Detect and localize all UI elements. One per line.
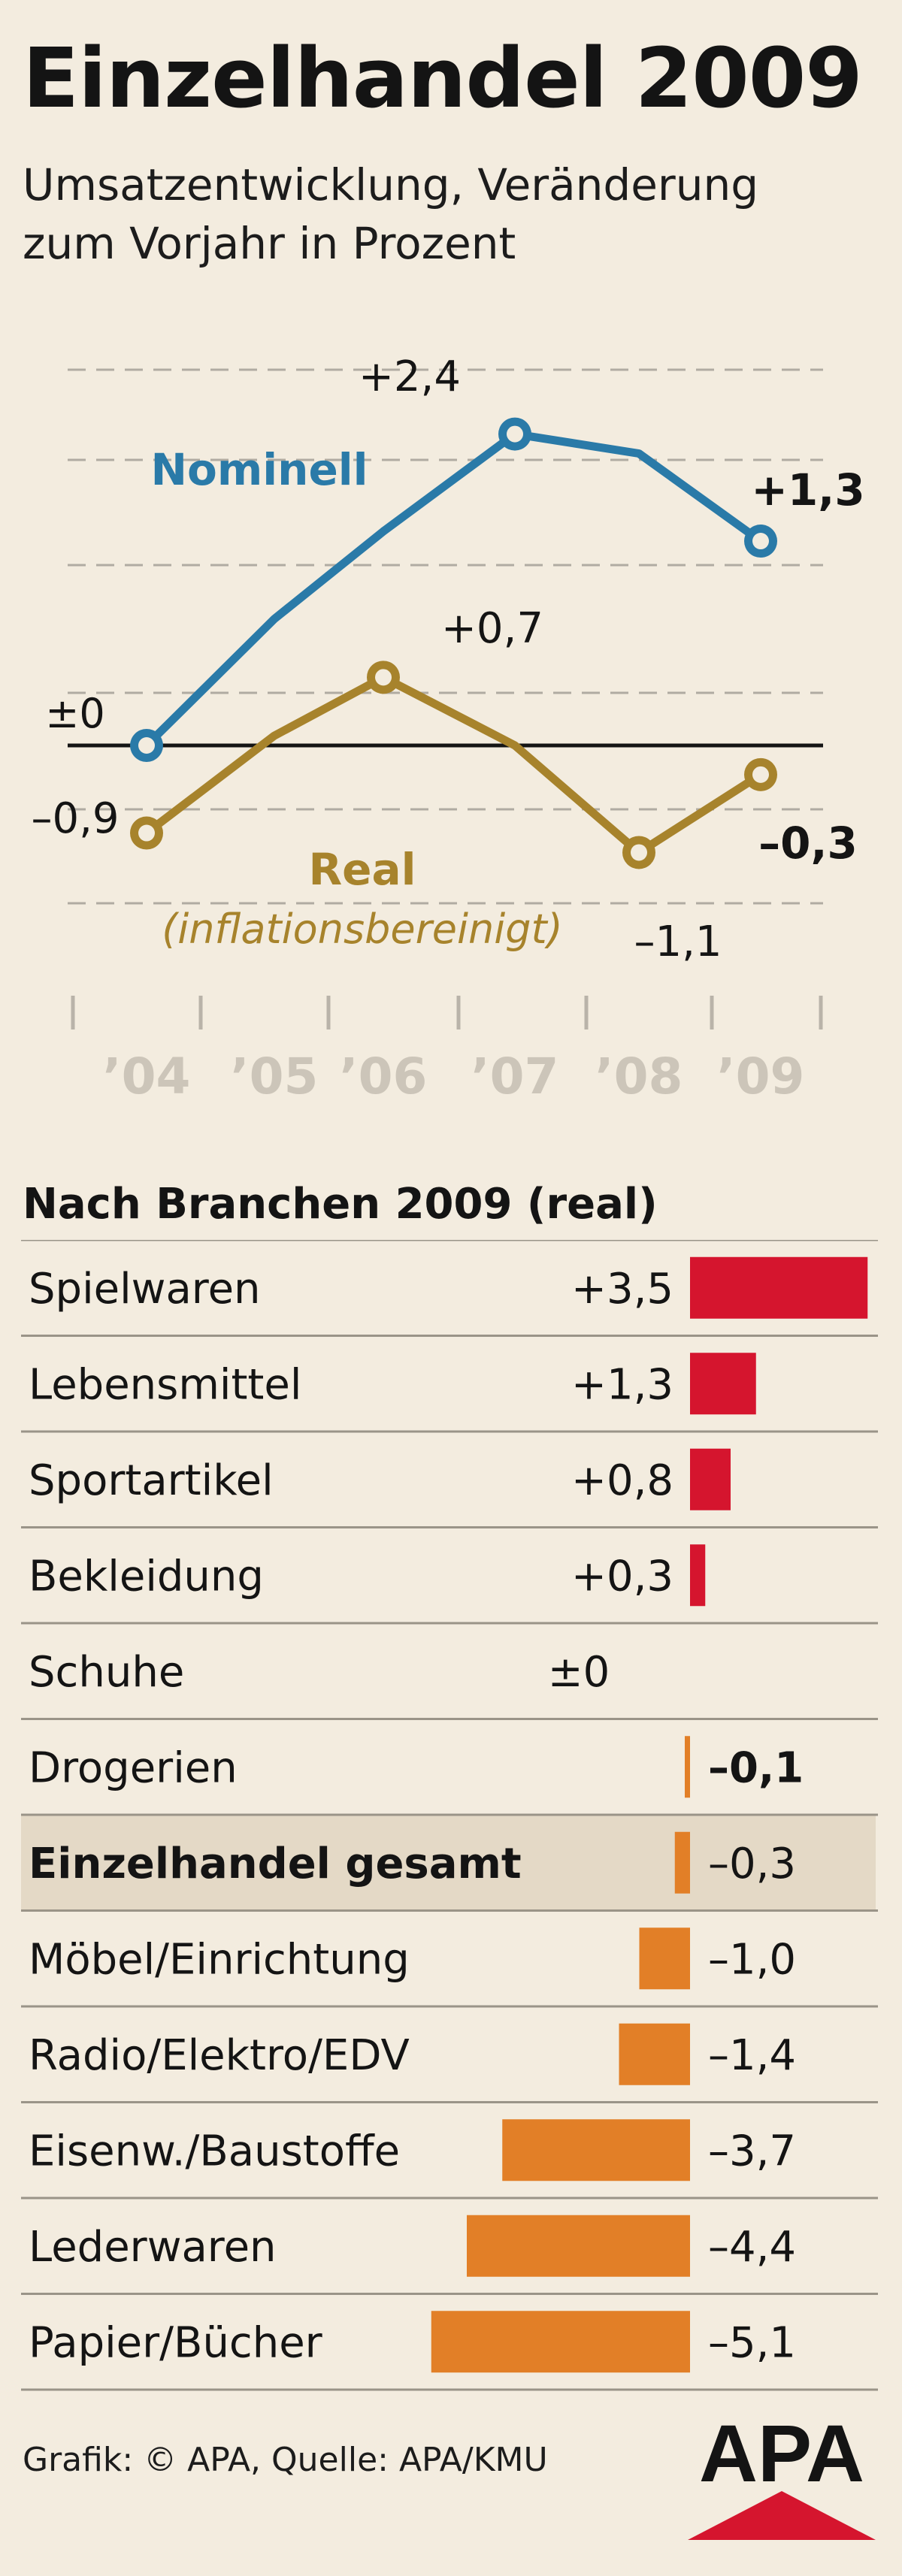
x-axis-label: ’05 (231, 1048, 319, 1105)
category-label: Spielwaren (29, 1265, 261, 1314)
value-label: +1,3 (571, 1360, 673, 1409)
nominal-series-point-inner (752, 533, 769, 550)
subtitle-line-1: Umsatzentwicklung, Veränderung (23, 159, 759, 210)
bar (467, 2215, 690, 2277)
category-label: Drogerien (29, 1743, 238, 1792)
x-axis-label: ’06 (340, 1048, 428, 1105)
bar (690, 1544, 706, 1607)
apa-logo: APA (688, 2412, 876, 2540)
data-label: –0,9 (31, 794, 119, 843)
apa-logo-text: APA (699, 2412, 864, 2499)
category-label: Schuhe (29, 1648, 184, 1697)
value-label: –0,3 (708, 1840, 796, 1888)
nominal-series-point-inner (138, 737, 155, 754)
value-label: ±0 (548, 1648, 610, 1697)
category-label: Papier/Bücher (29, 2318, 323, 2367)
category-label: Radio/Elektro/EDV (29, 2031, 410, 2080)
bar (690, 1353, 756, 1415)
highlight-row-bg (21, 1815, 876, 1911)
branch-chart-title: Nach Branchen 2009 (real) (23, 1180, 658, 1229)
category-label: Eisenw./Baustoffe (29, 2127, 400, 2175)
bar (639, 1927, 690, 1990)
real-legend-sublabel: (inflationsbereinigt) (162, 906, 563, 953)
subtitle-line-2: zum Vorjahr in Prozent (23, 218, 516, 269)
data-label: –1,1 (634, 918, 722, 966)
bar (619, 2023, 690, 2085)
value-label: –5,1 (708, 2318, 796, 2367)
bar (502, 2119, 690, 2181)
branch-bar-chart: Spielwaren +3,5 Lebensmittel +1,3 Sportartik… (21, 1240, 878, 2391)
data-label: +1,3 (751, 464, 864, 516)
x-axis-label: ’07 (471, 1048, 559, 1105)
real-series-point-inner (631, 844, 647, 861)
real-series-point-inner (752, 766, 769, 783)
page-title: Einzelhandel 2009 (23, 30, 863, 126)
line-chart: ±0 ’04 ’05 ’06 ’07 ’08 ’09 Nominell Real (inflati… (31, 352, 864, 1105)
value-label: –1,0 (708, 1935, 796, 1984)
real-series-line (142, 673, 765, 857)
x-axis-label: ’08 (595, 1048, 683, 1105)
bar (690, 1448, 731, 1510)
bar (690, 1256, 868, 1319)
bar (674, 1831, 690, 1894)
value-label: +3,5 (571, 1265, 673, 1314)
category-label: Bekleidung (29, 1552, 264, 1601)
category-label: Lebensmittel (29, 1360, 301, 1409)
value-label: –1,4 (708, 2031, 796, 2080)
bar (431, 2311, 690, 2373)
value-label: –0,1 (708, 1743, 804, 1792)
bar (685, 1736, 690, 1798)
real-series-point-inner (375, 669, 392, 686)
nominal-series-point-inner (507, 425, 523, 443)
real-series-point-inner (138, 824, 155, 842)
category-label: Möbel/Einrichtung (29, 1935, 410, 1984)
value-label: +0,8 (571, 1456, 673, 1505)
apa-logo-shape (688, 2491, 876, 2540)
zero-label: ±0 (45, 690, 105, 737)
footer-credit: Grafik: © APA, Quelle: APA/KMU (23, 2441, 548, 2479)
category-label: Einzelhandel gesamt (29, 1840, 522, 1888)
nominal-legend-label: Nominell (150, 444, 368, 495)
category-label: Sportartikel (29, 1456, 274, 1505)
x-axis-label: ’04 (103, 1048, 191, 1105)
category-label: Lederwaren (29, 2223, 277, 2272)
value-label: +0,3 (571, 1552, 673, 1601)
value-label: –3,7 (708, 2127, 796, 2175)
data-label: –0,3 (758, 818, 858, 869)
nominal-series-line (142, 430, 765, 750)
value-label: –4,4 (708, 2223, 796, 2272)
x-axis-label: ’09 (717, 1048, 805, 1105)
data-label: +2,4 (359, 352, 461, 401)
data-label: +0,7 (441, 604, 543, 653)
real-legend-label: Real (308, 844, 416, 895)
